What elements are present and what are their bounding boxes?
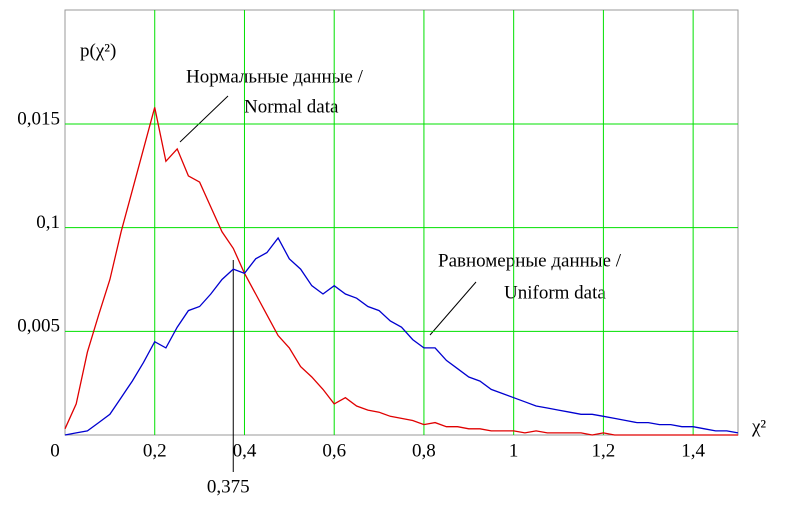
annotation: Равномерные данные / (438, 250, 622, 271)
x-tick-label: 1,4 (681, 440, 705, 461)
x-tick-label: 1 (509, 440, 519, 461)
annotation: Normal data (244, 96, 339, 117)
leader-line (429, 281, 477, 336)
x-axis-label: χ² (751, 416, 766, 437)
y-tick-label: 0,005 (17, 316, 60, 337)
x-tick-label: 0,8 (412, 440, 436, 461)
x-tick-label: 0,2 (143, 440, 167, 461)
annotation: Uniform data (504, 282, 606, 303)
x-tick-label: 0 (50, 440, 60, 461)
annotation: 0,375 (207, 476, 250, 497)
y-tick-label: 0,015 (17, 108, 60, 129)
leader-line (179, 95, 229, 143)
y-tick-label: 0,1 (36, 212, 60, 233)
x-tick-label: 0,4 (233, 440, 257, 461)
y-axis-label: p(χ²) (80, 40, 116, 61)
data-line (64, 107, 738, 436)
annotation: Нормальные данные / (186, 66, 364, 87)
x-tick-label: 1,2 (592, 440, 616, 461)
x-tick-label: 0,6 (322, 440, 346, 461)
data-line (64, 236, 739, 436)
plot-frame (64, 9, 739, 436)
